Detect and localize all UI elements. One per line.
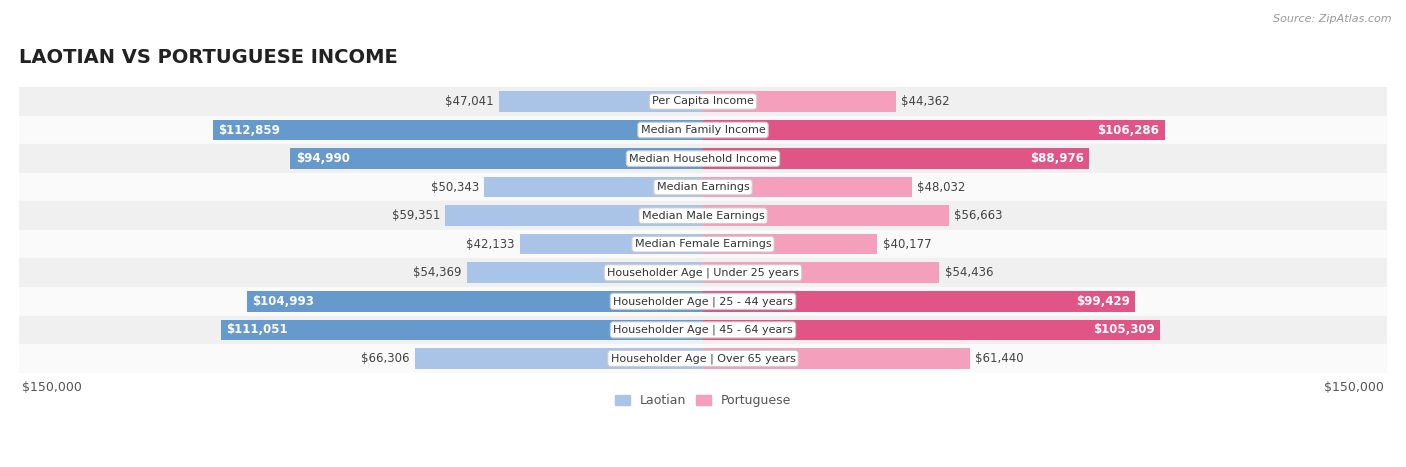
Text: Median Male Earnings: Median Male Earnings	[641, 211, 765, 221]
Text: $44,362: $44,362	[901, 95, 949, 108]
Bar	[20, 316, 1386, 344]
Bar	[221, 319, 703, 340]
Legend: Laotian, Portuguese: Laotian, Portuguese	[610, 389, 796, 412]
Text: Per Capita Income: Per Capita Income	[652, 97, 754, 106]
Text: $54,436: $54,436	[945, 266, 993, 279]
Text: $106,286: $106,286	[1098, 123, 1160, 136]
Bar	[212, 120, 703, 140]
Bar	[703, 262, 939, 283]
Text: Householder Age | 25 - 44 years: Householder Age | 25 - 44 years	[613, 296, 793, 306]
Bar	[703, 348, 970, 369]
Bar	[703, 149, 1090, 169]
Text: Median Female Earnings: Median Female Earnings	[634, 239, 772, 249]
Text: Householder Age | 45 - 64 years: Householder Age | 45 - 64 years	[613, 325, 793, 335]
Bar	[446, 205, 703, 226]
Text: $112,859: $112,859	[218, 123, 280, 136]
Bar	[20, 87, 1386, 116]
Bar	[20, 116, 1386, 144]
Text: $99,429: $99,429	[1076, 295, 1129, 308]
Text: $61,440: $61,440	[974, 352, 1024, 365]
Bar	[484, 177, 703, 198]
Text: $66,306: $66,306	[361, 352, 409, 365]
Text: $59,351: $59,351	[392, 209, 440, 222]
Text: $40,177: $40,177	[883, 238, 931, 251]
Text: $54,369: $54,369	[413, 266, 461, 279]
Text: $48,032: $48,032	[917, 181, 965, 194]
Text: $42,133: $42,133	[467, 238, 515, 251]
Bar	[703, 319, 1160, 340]
Bar	[703, 177, 911, 198]
Text: Householder Age | Under 25 years: Householder Age | Under 25 years	[607, 268, 799, 278]
Text: LAOTIAN VS PORTUGUESE INCOME: LAOTIAN VS PORTUGUESE INCOME	[20, 48, 398, 67]
Text: $111,051: $111,051	[226, 323, 288, 336]
Text: Source: ZipAtlas.com: Source: ZipAtlas.com	[1274, 14, 1392, 24]
Text: $47,041: $47,041	[444, 95, 494, 108]
Bar	[247, 291, 703, 311]
Bar	[467, 262, 703, 283]
Text: $104,993: $104,993	[252, 295, 314, 308]
Text: $56,663: $56,663	[955, 209, 1002, 222]
Bar	[703, 205, 949, 226]
Bar	[20, 173, 1386, 201]
Bar	[703, 234, 877, 255]
Bar	[415, 348, 703, 369]
Text: $88,976: $88,976	[1031, 152, 1084, 165]
Text: $94,990: $94,990	[295, 152, 350, 165]
Text: Householder Age | Over 65 years: Householder Age | Over 65 years	[610, 353, 796, 364]
Bar	[20, 201, 1386, 230]
Bar	[20, 344, 1386, 373]
Bar	[20, 144, 1386, 173]
Bar	[291, 149, 703, 169]
Bar	[20, 259, 1386, 287]
Bar	[499, 91, 703, 112]
Bar	[703, 291, 1135, 311]
Text: $105,309: $105,309	[1094, 323, 1156, 336]
Bar	[703, 120, 1164, 140]
Text: Median Earnings: Median Earnings	[657, 182, 749, 192]
Text: $50,343: $50,343	[430, 181, 479, 194]
Bar	[20, 287, 1386, 316]
Text: Median Family Income: Median Family Income	[641, 125, 765, 135]
Bar	[520, 234, 703, 255]
Bar	[20, 230, 1386, 259]
Text: Median Household Income: Median Household Income	[628, 154, 778, 163]
Bar	[703, 91, 896, 112]
